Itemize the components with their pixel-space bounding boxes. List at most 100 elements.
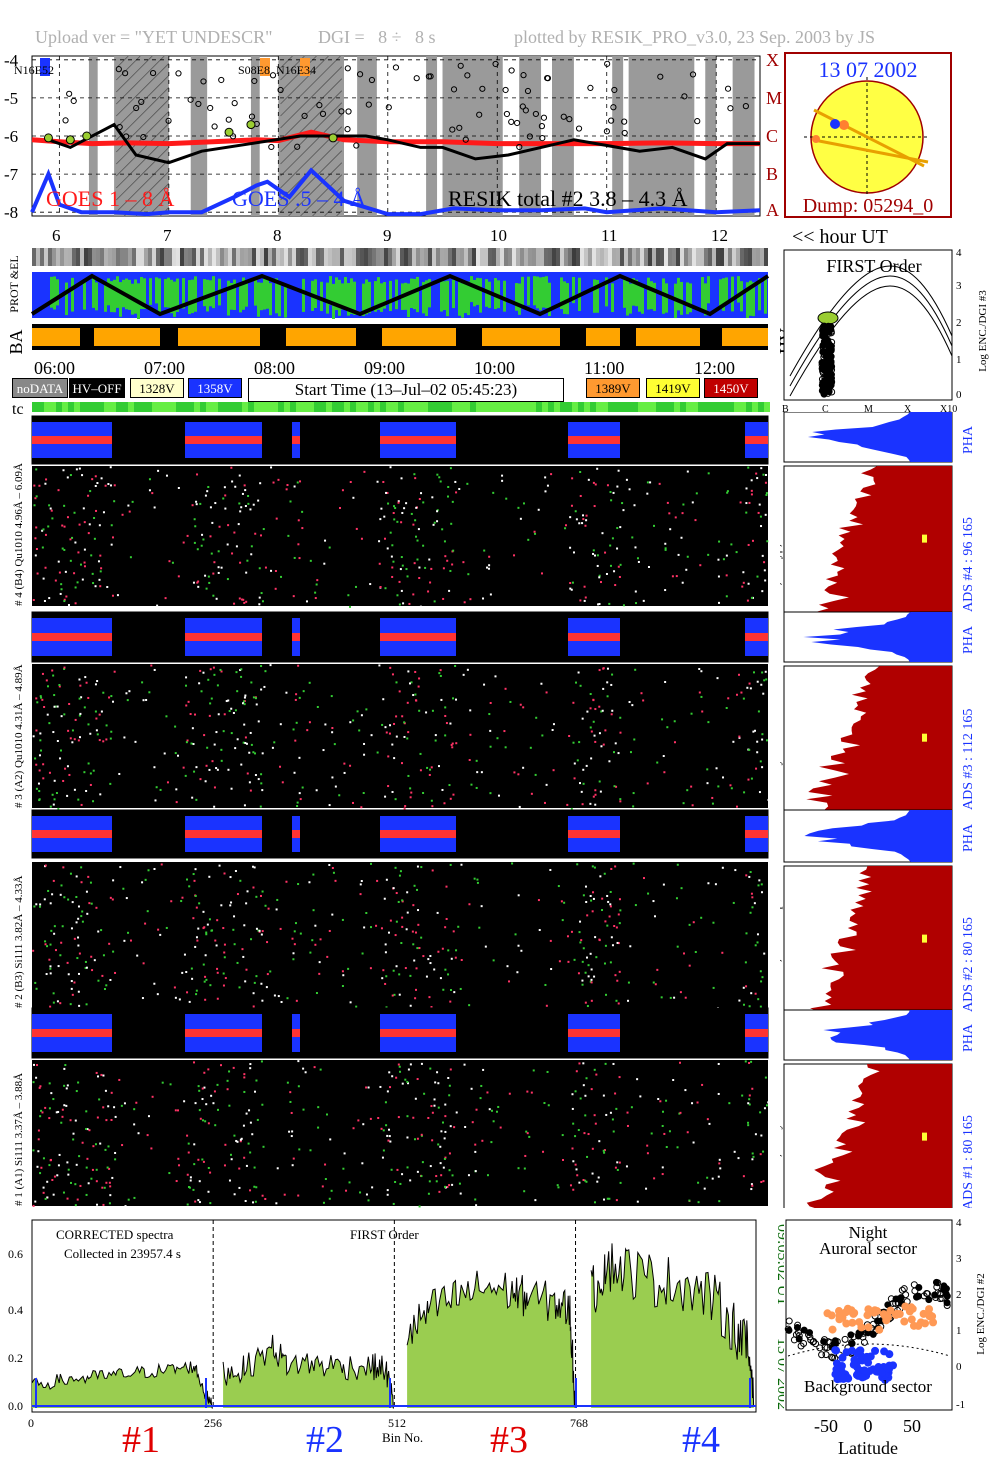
photon-pixel xyxy=(94,475,97,478)
photon-pixel xyxy=(517,1167,520,1170)
photon-pixel xyxy=(209,984,212,987)
photon-pixel xyxy=(81,910,84,913)
tc-cell xyxy=(518,402,524,412)
pha-peak xyxy=(568,633,620,641)
photon-pixel xyxy=(49,1005,52,1008)
photon-pixel xyxy=(39,905,42,908)
photon-pixel xyxy=(756,740,759,743)
photon-pixel xyxy=(404,967,407,970)
photon-pixel xyxy=(188,1000,191,1003)
photon-pixel xyxy=(235,1139,238,1142)
photon-pixel xyxy=(468,759,471,762)
pha-peak xyxy=(32,436,112,444)
prot-el-cell xyxy=(452,279,455,309)
photon-pixel xyxy=(680,536,683,539)
photon-pixel xyxy=(246,559,249,562)
gray-cell xyxy=(356,248,360,266)
photon-pixel xyxy=(752,1155,755,1158)
latitude-ylabel: Log ENC./DGI #2 xyxy=(975,1273,987,1355)
prot-el-cell xyxy=(365,279,368,315)
prot-el-cell xyxy=(326,282,329,314)
photon-pixel xyxy=(582,947,585,950)
photon-pixel xyxy=(386,547,389,550)
prot-el-cell xyxy=(143,278,146,310)
photon-pixel xyxy=(608,1197,611,1200)
photon-pixel xyxy=(279,723,282,726)
photon-pixel xyxy=(694,951,697,954)
prot-el-cell xyxy=(338,279,341,316)
photon-pixel xyxy=(209,702,212,705)
photon-pixel xyxy=(377,1117,380,1120)
photon-pixel xyxy=(656,761,659,764)
photon-pixel xyxy=(400,521,403,524)
photon-pixel xyxy=(382,1129,385,1132)
ba-label: BA xyxy=(6,329,26,354)
photon-pixel xyxy=(326,955,329,958)
photon-pixel xyxy=(153,766,156,769)
photon-pixel xyxy=(186,1203,189,1206)
photon-pixel xyxy=(61,1115,64,1118)
photon-pixel xyxy=(570,588,573,591)
first-order-point xyxy=(823,355,831,363)
photon-pixel xyxy=(400,556,403,559)
photon-pixel xyxy=(102,1106,105,1109)
photon-pixel xyxy=(280,575,283,578)
photon-pixel xyxy=(210,1094,213,1097)
tc-cell xyxy=(296,402,302,412)
photon-pixel xyxy=(46,945,49,948)
photon-pixel xyxy=(619,1181,622,1184)
gray-cell xyxy=(664,248,668,266)
photon-pixel xyxy=(43,898,46,901)
tc-cell xyxy=(164,402,170,412)
photon-pixel xyxy=(603,1151,606,1154)
photon-pixel xyxy=(63,525,66,528)
photon-pixel xyxy=(191,727,194,730)
photon-pixel xyxy=(270,569,273,572)
photon-pixel xyxy=(429,1067,432,1070)
photon-pixel xyxy=(123,1102,126,1105)
latitude-point xyxy=(812,1340,820,1348)
photon-pixel xyxy=(297,1060,300,1063)
resik-point xyxy=(207,104,214,112)
photon-pixel xyxy=(193,879,196,882)
tc-cell xyxy=(740,402,746,412)
photon-pixel xyxy=(210,552,213,555)
olive-point xyxy=(82,131,92,141)
photon-pixel xyxy=(255,703,258,706)
photon-pixel xyxy=(185,741,188,744)
photon-pixel xyxy=(107,1105,110,1108)
photon-pixel xyxy=(61,925,64,928)
tc-cell xyxy=(152,402,158,412)
photon-pixel xyxy=(601,897,604,900)
tc-cell xyxy=(470,402,476,412)
photon-pixel xyxy=(298,792,301,795)
photon-pixel xyxy=(582,1179,585,1182)
photon-pixel xyxy=(151,1095,154,1098)
photon-pixel xyxy=(447,495,450,498)
photon-pixel xyxy=(756,680,759,683)
region-marker-orange-2 xyxy=(300,58,310,76)
photon-pixel xyxy=(392,887,395,890)
gray-cell xyxy=(204,248,208,266)
photon-pixel xyxy=(397,1063,400,1066)
resik-point xyxy=(544,75,552,82)
tc-cell xyxy=(506,402,512,412)
photon-pixel xyxy=(389,1140,392,1143)
photon-pixel xyxy=(418,947,421,950)
photon-pixel xyxy=(286,997,289,1000)
photon-pixel xyxy=(35,787,38,790)
photon-pixel xyxy=(228,1179,231,1182)
photon-pixel xyxy=(376,480,379,483)
photon-pixel xyxy=(433,521,436,524)
photon-pixel xyxy=(698,691,701,694)
gray-cell xyxy=(396,248,400,266)
photon-pixel xyxy=(594,1122,597,1125)
photon-pixel xyxy=(608,760,611,763)
photon-pixel xyxy=(355,1005,358,1008)
gray-cell xyxy=(600,248,604,266)
prot-el-cell xyxy=(641,283,644,314)
gray-cell xyxy=(44,248,48,266)
photon-pixel xyxy=(742,697,745,700)
photon-pixel xyxy=(202,1160,205,1163)
photon-pixel xyxy=(63,1067,66,1070)
